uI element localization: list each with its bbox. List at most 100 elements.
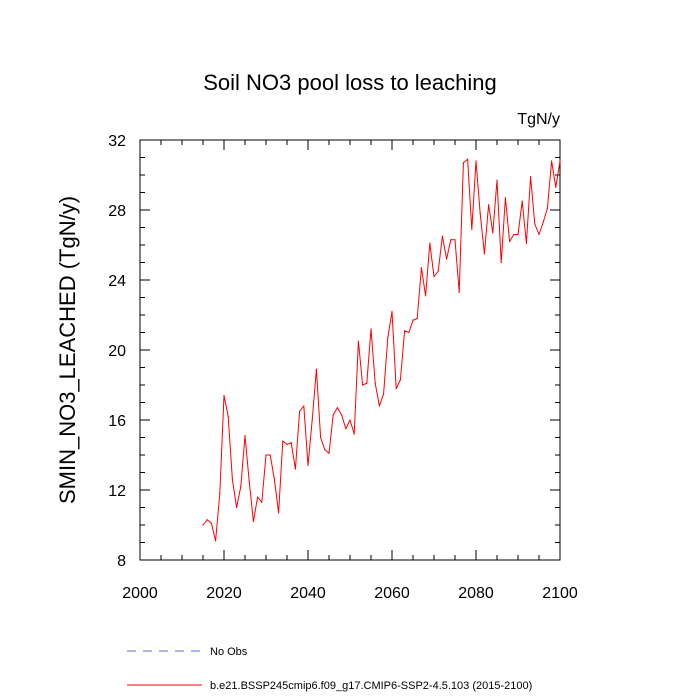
data-point: [555, 186, 557, 188]
legend-label-0: No Obs: [210, 646, 248, 658]
data-point: [425, 295, 427, 297]
data-point: [521, 200, 523, 202]
y-tick-label: 28: [108, 203, 126, 220]
data-point: [483, 253, 485, 255]
data-point: [320, 436, 322, 439]
data-point: [349, 419, 351, 421]
data-point: [315, 368, 317, 370]
legend-label-1: b.e21.BSSP245cmip6.f09_g17.CMIP6-SSP2-4.…: [210, 680, 532, 692]
data-point: [261, 501, 263, 503]
data-point: [412, 319, 414, 321]
chart-title: Soil NO3 pool loss to leaching: [203, 70, 497, 95]
data-point: [408, 331, 410, 334]
data-point: [416, 317, 418, 320]
data-point: [227, 415, 229, 418]
data-point: [307, 464, 309, 467]
data-point: [324, 449, 326, 451]
data-point: [236, 506, 238, 509]
data-point: [500, 261, 502, 264]
data-point: [248, 480, 250, 482]
data-point: [475, 160, 477, 162]
data-point: [374, 382, 376, 384]
x-tick-label: 2060: [374, 585, 410, 602]
y-tick-label: 32: [108, 133, 126, 150]
data-point: [336, 407, 338, 409]
data-point: [370, 328, 372, 330]
data-point: [492, 232, 494, 234]
x-tick-label: 2000: [122, 585, 158, 602]
data-point: [244, 435, 246, 437]
data-point: [404, 330, 406, 332]
data-point: [341, 414, 343, 416]
data-point: [383, 393, 385, 395]
data-point: [437, 270, 439, 272]
data-point: [441, 235, 443, 237]
y-tick-label: 16: [108, 413, 126, 430]
data-point: [215, 540, 217, 542]
data-point: [345, 428, 347, 430]
data-point: [303, 405, 305, 407]
data-point: [290, 442, 292, 444]
data-point: [479, 212, 481, 215]
data-point: [454, 239, 456, 241]
x-tick-label: 2080: [458, 585, 494, 602]
data-point: [534, 223, 536, 225]
y-axis-label: SMIN_NO3_LEACHED (TgN/y): [55, 196, 80, 504]
data-point: [467, 158, 469, 160]
data-point: [299, 410, 301, 412]
data-point: [420, 267, 422, 269]
data-point: [240, 485, 242, 488]
data-point: [206, 519, 208, 521]
data-point: [269, 454, 271, 456]
data-point: [353, 433, 355, 435]
data-point: [433, 275, 435, 278]
data-point: [488, 204, 490, 206]
data-point: [538, 233, 540, 236]
data-point: [378, 405, 380, 407]
data-point: [278, 512, 280, 514]
data-point: [525, 242, 528, 244]
y-tick-label: 8: [117, 553, 126, 570]
data-point: [399, 379, 401, 381]
data-point: [517, 233, 519, 236]
data-point: [252, 520, 254, 523]
units-label: TgN/y: [517, 111, 560, 128]
data-point: [257, 496, 259, 498]
y-tick-label: 20: [108, 343, 126, 360]
data-point: [509, 240, 511, 243]
y-tick-label: 24: [108, 273, 126, 290]
data-point: [462, 162, 464, 164]
x-tick-label: 2020: [206, 585, 242, 602]
data-point: [265, 454, 267, 456]
data-point: [504, 197, 506, 199]
data-point: [429, 242, 431, 244]
data-point: [458, 291, 460, 293]
data-point: [551, 160, 553, 162]
data-point: [366, 382, 368, 384]
data-point: [286, 443, 288, 446]
data-point: [530, 176, 532, 178]
data-point: [546, 207, 549, 209]
data-point: [294, 468, 296, 470]
data-point: [362, 384, 364, 386]
data-point: [387, 337, 389, 339]
data-point: [223, 394, 225, 397]
data-point: [332, 414, 334, 416]
data-point: [391, 310, 393, 313]
y-tick-label: 12: [108, 483, 126, 500]
data-point: [282, 440, 284, 442]
data-point: [231, 478, 233, 481]
data-point: [311, 419, 313, 421]
x-tick-label: 2040: [290, 585, 326, 602]
data-point: [446, 258, 448, 260]
data-point: [395, 387, 397, 390]
series-line-0: [202, 158, 561, 542]
data-point: [273, 478, 275, 481]
data-point: [559, 160, 561, 162]
data-point: [328, 452, 330, 454]
data-point: [202, 524, 204, 526]
data-point: [542, 221, 544, 223]
data-point: [357, 340, 359, 342]
x-tick-label: 2100: [542, 585, 578, 602]
